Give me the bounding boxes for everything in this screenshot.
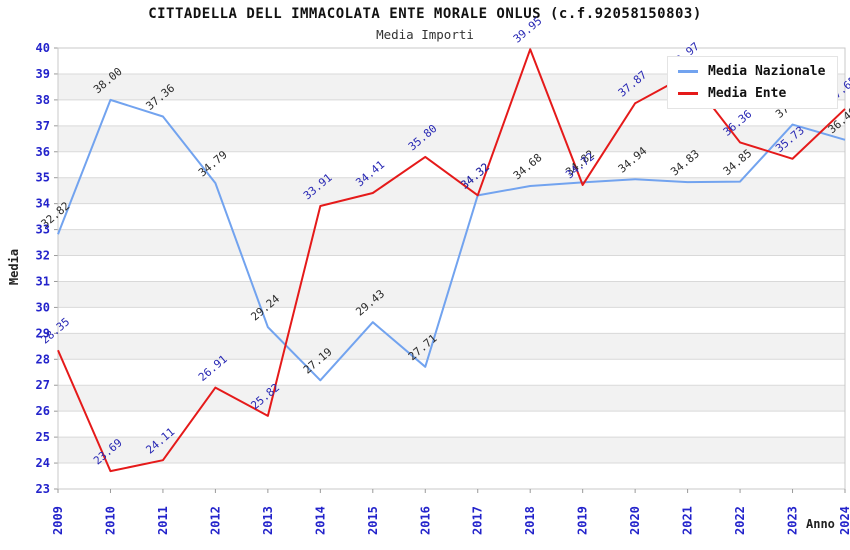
y-axis-tick-label: 34: [36, 197, 50, 211]
y-axis-tick-label: 26: [36, 404, 50, 418]
x-axis-tick-label: 2014: [313, 506, 327, 535]
x-axis-tick-label: 2016: [418, 506, 432, 535]
data-label-media-nazionale: 36.46: [826, 105, 850, 136]
y-axis-tick-label: 38: [36, 93, 50, 107]
y-axis-tick-label: 35: [36, 171, 50, 185]
y-axis-tick-label: 37: [36, 119, 50, 133]
x-axis-tick-label: 2011: [156, 506, 170, 535]
x-axis-tick-label: 2023: [786, 506, 800, 535]
grid-band: [58, 437, 845, 464]
y-axis-tick-label: 31: [36, 274, 50, 288]
series-line-media-nazionale: [57, 98, 846, 382]
legend-item-media-nazionale: Media Nazionale: [678, 64, 825, 79]
x-axis-tick-label: 2013: [261, 506, 275, 535]
legend-label-media-nazionale: Media Nazionale: [708, 64, 826, 79]
grid-band: [58, 385, 845, 412]
chart-title: CITTADELLA DELL IMMACOLATA ENTE MORALE O…: [148, 6, 702, 22]
grid-band: [58, 333, 845, 360]
y-axis-tick-label: 39: [36, 67, 50, 81]
y-axis-tick-label: 33: [36, 223, 50, 237]
x-axis-tick-label: 2012: [208, 506, 222, 535]
x-axis-tick-label: 2024: [838, 506, 850, 535]
y-axis-tick-label: 27: [36, 378, 50, 392]
y-axis-tick-label: 32: [36, 249, 50, 263]
legend-label-media-ente: Media Ente: [708, 86, 787, 101]
y-axis-tick-label: 25: [36, 430, 50, 444]
grid-band: [58, 281, 845, 308]
media-ente-line-swatch: [678, 92, 698, 95]
x-axis-tick-label: 2015: [366, 506, 380, 535]
grid-band: [58, 125, 845, 152]
y-axis-tick-label: 29: [36, 326, 50, 340]
x-axis-title: Anno: [806, 517, 835, 531]
x-axis-tick-label: 2010: [103, 506, 117, 535]
y-axis-tick-label: 40: [36, 41, 50, 55]
x-axis-tick-label: 2017: [471, 506, 485, 535]
x-axis-tick-label: 2009: [51, 506, 65, 535]
y-axis-tick-label: 28: [36, 352, 50, 366]
y-axis-tick-label: 24: [36, 456, 50, 470]
y-axis-tick-label: 30: [36, 300, 50, 314]
x-axis-tick-label: 2020: [628, 506, 642, 535]
y-axis-tick-label: 36: [36, 145, 50, 159]
plot-border: [57, 47, 846, 490]
x-axis-tick-label: 2018: [523, 506, 537, 535]
grid-band: [58, 229, 845, 256]
legend: Media Nazionale Media Ente: [667, 56, 839, 109]
media-nazionale-line-swatch: [678, 70, 698, 73]
chart-subtitle: Media Importi: [376, 27, 474, 42]
y-axis-tick-label: 23: [36, 482, 50, 496]
x-axis-tick-label: 2022: [733, 506, 747, 535]
legend-item-media-ente: Media Ente: [678, 86, 825, 101]
x-axis-tick-label: 2021: [681, 506, 695, 535]
x-axis-tick-label: 2019: [576, 506, 590, 535]
data-label-media-ente: 39.95: [511, 14, 545, 45]
